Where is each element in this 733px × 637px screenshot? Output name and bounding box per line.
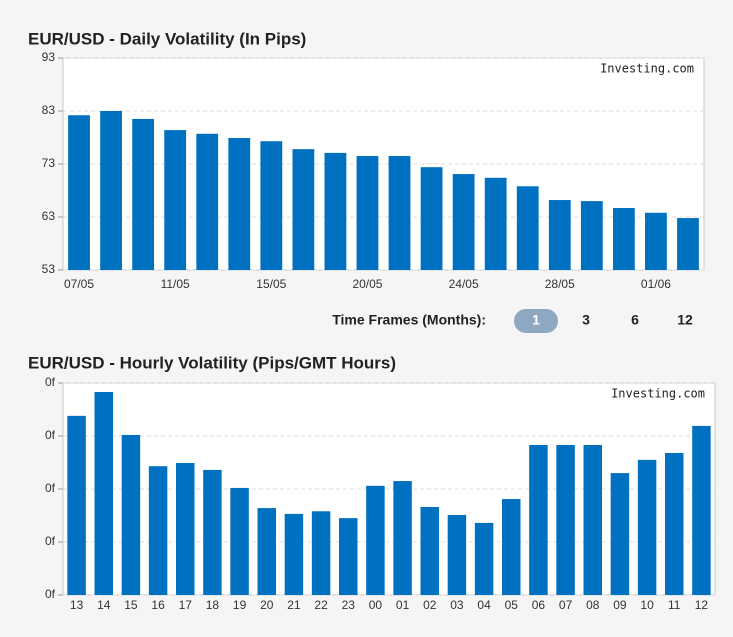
y-tick-label: 0f bbox=[45, 534, 56, 548]
time-frame-option[interactable]: 6 bbox=[631, 312, 639, 328]
bar bbox=[67, 415, 86, 595]
bar bbox=[665, 452, 684, 595]
y-tick-label: 93 bbox=[42, 50, 56, 64]
bar bbox=[677, 218, 699, 270]
x-tick-label: 13 bbox=[70, 598, 84, 612]
bar bbox=[292, 149, 315, 270]
bar bbox=[68, 115, 90, 271]
x-tick-label: 05 bbox=[505, 598, 519, 612]
x-tick-label: 08 bbox=[586, 598, 600, 612]
bar bbox=[516, 186, 539, 270]
bar bbox=[612, 207, 635, 270]
bar bbox=[164, 130, 187, 270]
bar bbox=[324, 152, 347, 270]
watermark: Investing.com bbox=[611, 387, 705, 401]
x-tick-label: 20 bbox=[260, 598, 274, 612]
bar bbox=[196, 133, 219, 270]
bar bbox=[529, 445, 548, 595]
y-tick-label: 83 bbox=[42, 103, 56, 117]
bar bbox=[420, 167, 443, 270]
x-tick-label: 07/05 bbox=[64, 277, 94, 291]
x-tick-label: 07 bbox=[559, 598, 573, 612]
x-tick-label: 06 bbox=[532, 598, 546, 612]
y-tick-label: 73 bbox=[42, 156, 56, 170]
x-tick-label: 11/05 bbox=[161, 277, 190, 291]
time-frames-label: Time Frames (Months): bbox=[332, 312, 486, 328]
y-tick-label: 0f bbox=[45, 587, 56, 601]
bar bbox=[284, 513, 304, 595]
bar bbox=[356, 156, 379, 270]
x-tick-label: 24/05 bbox=[449, 277, 479, 291]
bar bbox=[637, 459, 657, 595]
y-tick-label: 63 bbox=[42, 209, 56, 223]
bar bbox=[583, 445, 602, 595]
bar bbox=[420, 507, 439, 595]
bar bbox=[393, 481, 412, 595]
x-tick-label: 10 bbox=[640, 598, 654, 612]
x-tick-label: 21 bbox=[287, 598, 301, 612]
x-tick-label: 09 bbox=[613, 598, 627, 612]
bar bbox=[148, 466, 168, 595]
bar bbox=[645, 212, 667, 270]
bar bbox=[100, 111, 122, 270]
bar bbox=[502, 499, 521, 595]
x-tick-label: 01 bbox=[396, 598, 410, 612]
bar bbox=[452, 174, 475, 270]
bar bbox=[257, 508, 276, 595]
bar bbox=[228, 138, 251, 270]
bar bbox=[474, 522, 494, 595]
chart-title: EUR/USD - Daily Volatility (In Pips) bbox=[28, 29, 306, 48]
bar bbox=[260, 141, 283, 270]
bar bbox=[388, 156, 411, 270]
bar bbox=[94, 392, 113, 595]
x-tick-label: 11 bbox=[668, 598, 681, 612]
time-frame-option[interactable]: 12 bbox=[677, 312, 693, 328]
bar bbox=[132, 118, 155, 270]
x-tick-label: 28/05 bbox=[545, 277, 575, 291]
bar bbox=[610, 473, 630, 595]
x-tick-label: 01/06 bbox=[641, 277, 671, 291]
bar bbox=[311, 511, 331, 595]
bar bbox=[548, 200, 571, 270]
bar bbox=[121, 434, 141, 595]
x-tick-label: 22 bbox=[314, 598, 328, 612]
plot-area bbox=[62, 57, 705, 271]
y-tick-label: 0f bbox=[45, 481, 56, 495]
x-tick-label: 15 bbox=[124, 598, 138, 612]
selected-option bbox=[514, 309, 558, 333]
bar bbox=[339, 518, 358, 595]
x-tick-label: 16 bbox=[151, 598, 165, 612]
x-tick-label: 14 bbox=[97, 598, 111, 612]
bar bbox=[692, 425, 711, 595]
watermark: Investing.com bbox=[600, 62, 694, 76]
bar bbox=[203, 469, 222, 595]
x-tick-label: 00 bbox=[369, 598, 383, 612]
y-tick-label: 53 bbox=[42, 262, 56, 276]
x-tick-label: 23 bbox=[342, 598, 356, 612]
bar bbox=[580, 201, 603, 270]
bar bbox=[484, 177, 507, 270]
x-tick-label: 17 bbox=[179, 598, 193, 612]
bar bbox=[447, 514, 467, 595]
bar bbox=[176, 463, 195, 595]
x-tick-label: 03 bbox=[450, 598, 464, 612]
x-tick-label: 19 bbox=[233, 598, 247, 612]
bar bbox=[366, 485, 385, 595]
x-tick-label: 15/05 bbox=[256, 277, 286, 291]
x-tick-label: 18 bbox=[206, 598, 220, 612]
x-tick-label: 20/05 bbox=[352, 277, 382, 291]
chart-title: EUR/USD - Hourly Volatility (Pips/GMT Ho… bbox=[28, 353, 396, 372]
y-tick-label: 0f bbox=[45, 428, 56, 442]
time-frame-option[interactable]: 3 bbox=[582, 312, 590, 328]
bar bbox=[230, 487, 249, 595]
x-tick-label: 04 bbox=[477, 598, 491, 612]
time-frame-option[interactable]: 1 bbox=[532, 312, 540, 328]
y-tick-label: 0f bbox=[45, 375, 56, 389]
bar bbox=[556, 445, 575, 595]
x-tick-label: 12 bbox=[695, 598, 709, 612]
x-tick-label: 02 bbox=[423, 598, 437, 612]
